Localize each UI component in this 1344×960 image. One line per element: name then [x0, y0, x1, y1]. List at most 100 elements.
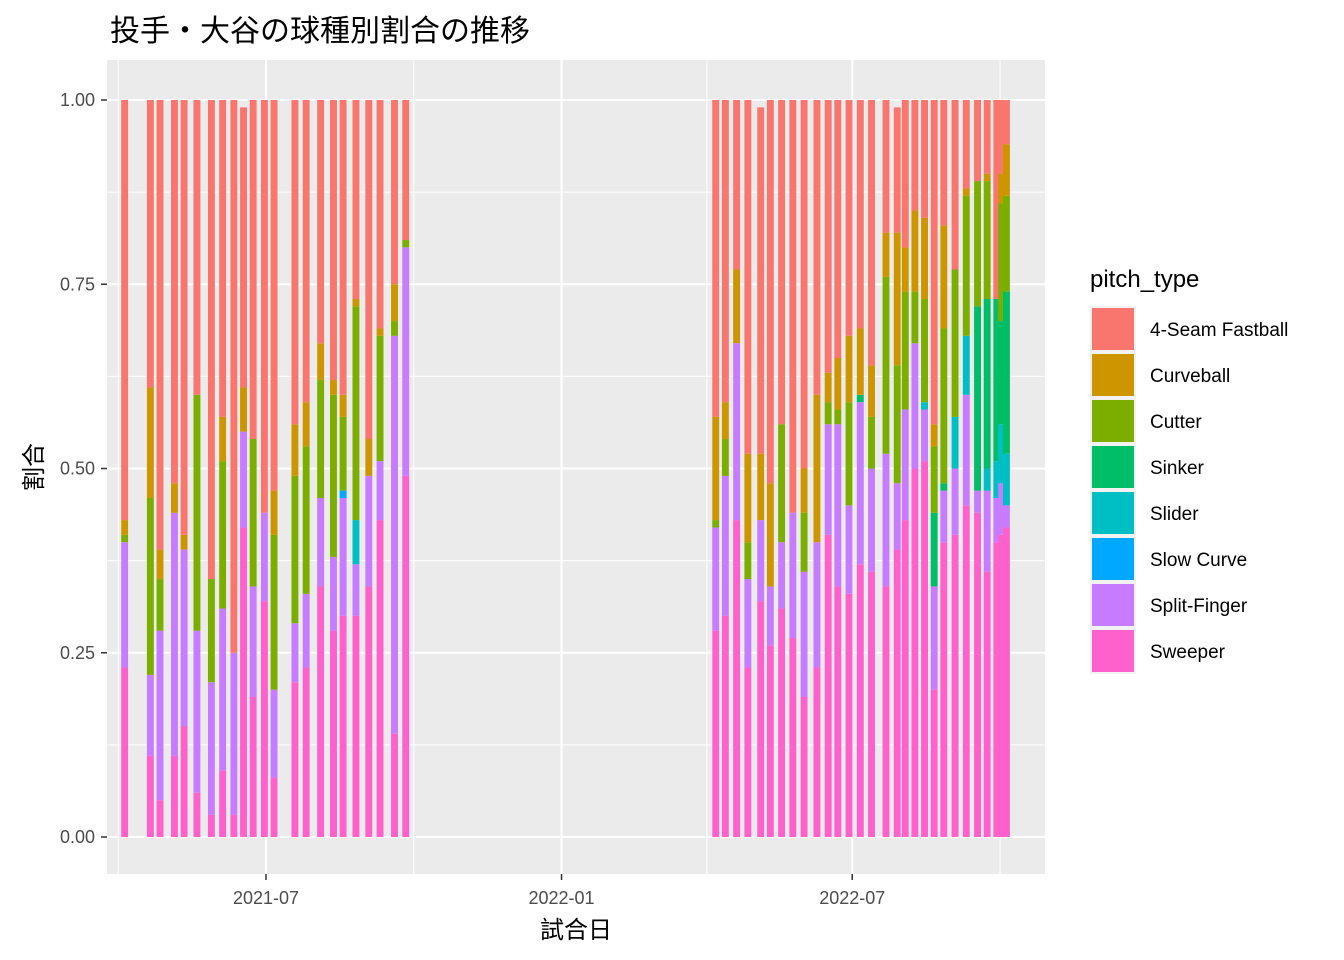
legend-label: Slow Curve: [1150, 550, 1247, 571]
bar-segment-4-seam-fastball: [352, 100, 360, 299]
bar-segment-sweeper: [156, 800, 164, 837]
bar-segment-split-finger: [789, 512, 797, 639]
bar-segment-sweeper: [921, 461, 928, 837]
y-tick-label: 0.00: [60, 827, 95, 847]
bar-segment-sweeper: [146, 755, 154, 837]
bar-segment-curveball: [893, 232, 901, 366]
bar-segment-curveball: [291, 424, 299, 476]
bar-segment-4-seam-fastball: [339, 100, 347, 395]
bar-segment-4-seam-fastball: [712, 100, 720, 417]
bar-segment-slider: [352, 520, 360, 565]
bar-segment-sweeper: [901, 520, 909, 837]
bar-segment-sweeper: [207, 814, 215, 837]
bar-segment-split-finger: [270, 689, 278, 779]
bar-segment-cutter: [249, 439, 257, 587]
bar-segment-split-finger: [778, 542, 786, 609]
bar-segment-4-seam-fastball: [813, 100, 821, 395]
bar-segment-sweeper: [974, 512, 981, 837]
bar-segment-sweeper: [868, 571, 875, 837]
bar-segment-sweeper: [270, 778, 278, 837]
bar-segment-sinker: [993, 298, 1001, 462]
bar-segment-4-seam-fastball: [901, 100, 909, 248]
bar-segment-4-seam-fastball: [193, 100, 201, 395]
bar-segment-sweeper: [402, 475, 410, 837]
bar-segment-split-finger: [983, 490, 991, 572]
legend-swatch: [1092, 538, 1134, 580]
bar-segment-curveball: [834, 357, 842, 410]
bar-segment-4-seam-fastball: [391, 100, 398, 285]
bar-segment-sweeper: [824, 534, 832, 837]
bar-segment-split-finger: [911, 343, 919, 469]
bar-segment-curveball: [171, 483, 178, 513]
bar-segment-curveball: [983, 173, 991, 182]
bar-segment-cutter: [402, 240, 410, 248]
bar-segment-slow-curve: [339, 490, 347, 498]
bar-segment-curveball: [921, 217, 928, 299]
bar-segment-sweeper: [260, 601, 268, 837]
legend-swatch: [1092, 446, 1134, 488]
bar-segment-4-seam-fastball: [171, 100, 178, 484]
bar-segment-sinker: [930, 512, 938, 587]
bar-segment-split-finger: [376, 461, 384, 521]
bar-segment-split-finger: [868, 468, 875, 572]
bar-segment-slider: [983, 468, 991, 491]
y-tick-label: 0.75: [60, 274, 95, 294]
bar-segment-slider: [1003, 453, 1010, 506]
bar-segment-4-seam-fastball: [744, 100, 752, 454]
bar-segment-4-seam-fastball: [962, 100, 970, 189]
bar-segment-4-seam-fastball: [921, 100, 928, 218]
bar-segment-cutter: [193, 394, 201, 631]
bar-segment-sweeper: [193, 792, 201, 837]
legend: pitch_type 4-Seam Fastball Curveball Cutte…: [1090, 266, 1288, 674]
bar-segment-split-finger: [146, 674, 154, 756]
bar-segment-sweeper: [339, 615, 347, 837]
bar-segment-curveball: [744, 453, 752, 543]
bar-segment-sinker: [1003, 291, 1010, 454]
bar-segment-split-finger: [974, 490, 981, 513]
bar-segment-cutter: [974, 181, 981, 307]
bar-segment-curveball: [721, 402, 729, 440]
bar-segment-4-seam-fastball: [733, 100, 741, 270]
bar-segment-sweeper: [983, 571, 991, 837]
bar-segment-split-finger: [882, 453, 890, 587]
bar-segment-curveball: [800, 468, 808, 513]
bar-segment-4-seam-fastball: [998, 100, 1006, 174]
bar-segment-cutter: [391, 321, 398, 336]
bar-segment-sweeper: [998, 534, 1006, 837]
bar-segment-slider: [921, 402, 928, 410]
bar-segment-split-finger: [766, 586, 774, 646]
bar-segment-sweeper: [800, 696, 808, 837]
bar-segment-sweeper: [766, 645, 774, 837]
bar-segment-cutter: [868, 416, 875, 469]
legend-swatch: [1092, 400, 1134, 442]
x-axis-title: 試合日: [540, 916, 612, 944]
bar-segment-4-seam-fastball: [330, 100, 337, 381]
bar-segment-sweeper: [317, 586, 325, 837]
bar-segment-4-seam-fastball: [376, 100, 384, 329]
bar-segment-split-finger: [330, 556, 337, 631]
bar-segment-curveball: [365, 439, 373, 476]
bar-segment-4-seam-fastball: [249, 100, 257, 440]
bar-segment-4-seam-fastball: [156, 100, 164, 550]
bar-segment-curveball: [156, 549, 164, 580]
legend-swatch: [1092, 584, 1134, 626]
bar-segment-sinker: [940, 483, 948, 491]
bar-segment-curveball: [1003, 144, 1010, 196]
bar-segment-4-seam-fastball: [240, 107, 247, 388]
bar-segment-4-seam-fastball: [291, 100, 299, 425]
bar-segment-curveball: [240, 387, 247, 432]
bar-segment-cutter: [901, 291, 909, 410]
bar-segment-cutter: [376, 335, 384, 462]
legend-label: Slider: [1150, 504, 1199, 525]
bar-segment-sinker: [983, 298, 991, 469]
bar-segment-4-seam-fastball: [868, 100, 875, 366]
bar-segment-split-finger: [391, 335, 398, 734]
bar-segment-split-finger: [339, 497, 347, 616]
bar-segment-curveball: [766, 483, 774, 587]
bar-segment-sweeper: [365, 586, 373, 837]
bar-segment-curveball: [339, 394, 347, 417]
bar-segment-split-finger: [180, 549, 188, 727]
bar-segment-split-finger: [733, 343, 741, 521]
legend-label: Split-Finger: [1150, 596, 1248, 617]
